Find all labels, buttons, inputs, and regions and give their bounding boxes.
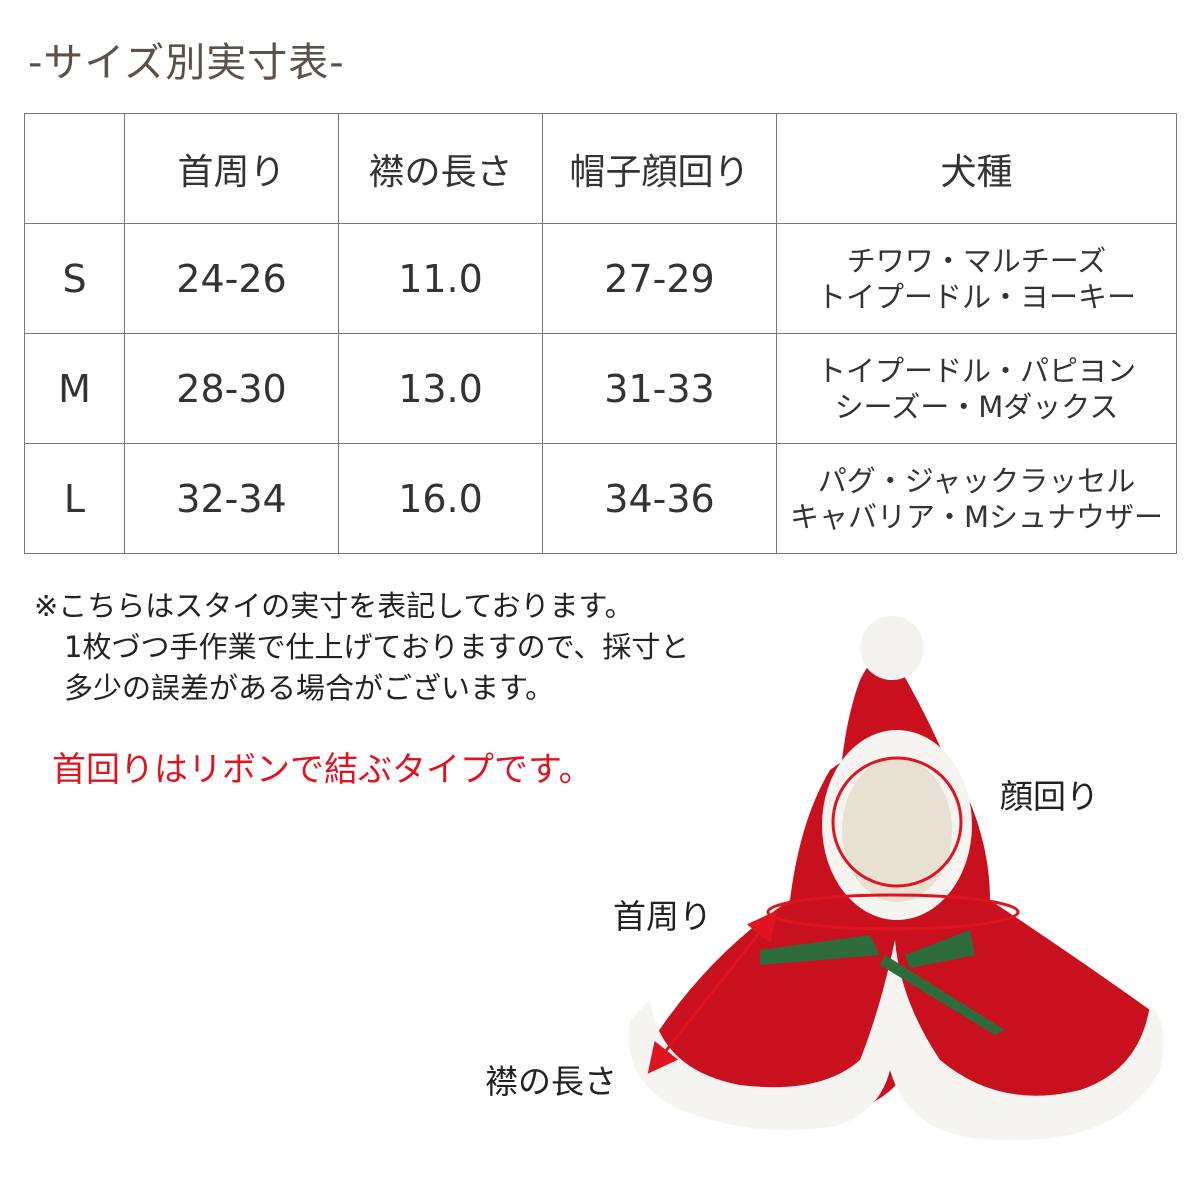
collar-label: 襟の長さ [485,1062,617,1101]
header-cell: 首周り [124,113,339,224]
breed-line: チワワ・マルチーズ [846,243,1107,278]
breed-line: パグ・ジャックラッセル [817,463,1136,498]
note-line: ※こちらはスタイの実寸を表記しております。 [34,589,634,623]
header-cell [24,113,125,224]
size-cell: L [24,443,125,554]
neck-label: 首周り [613,897,712,936]
face-cell: 34-36 [542,443,777,554]
breed-cell: トイプードル・パピヨン シーズー・Mダックス [776,333,1177,444]
neck-cell: 32-34 [124,443,339,554]
face-measure-circle [831,756,963,888]
collar-cell: 13.0 [338,333,543,444]
table-row: S 24-26 11.0 27-29 チワワ・マルチーズ トイプードル・ヨーキー [24,223,1177,334]
pompom [860,616,924,680]
breed-line: トイプードル・パピヨン [816,353,1136,388]
measurement-lines [647,756,1020,1074]
breed-cell: チワワ・マルチーズ トイプードル・ヨーキー [776,223,1177,334]
header-cell: 襟の長さ [338,113,543,224]
table-row: L 32-34 16.0 34-36 パグ・ジャックラッセル キャバリア・Mシュナ… [24,443,1177,554]
note-line: 1枚づつ手作業で仕上げておりますので、採寸と [64,630,690,664]
face-cell: 31-33 [542,333,777,444]
notes: ※こちらはスタイの実寸を表記しております。 1枚づつ手作業で仕上げておりますので… [34,586,689,709]
table-row: M 28-30 13.0 31-33 トイプードル・パピヨン シーズー・Mダックス [24,333,1177,444]
face-cell: 27-29 [542,223,777,334]
breed-line: キャバリア・Mシュナウザー [789,499,1164,534]
breed-cell: パグ・ジャックラッセル キャバリア・Mシュナウザー [776,443,1177,554]
collar-measure-arrow [647,910,778,1074]
breed-line: トイプードル・ヨーキー [816,279,1136,314]
size-table: 首周り 襟の長さ 帽子顔回り 犬種 S 24-26 11.0 27-29 チワワ… [24,113,1177,554]
breed-line: シーズー・Mダックス [834,389,1119,424]
ribbon-note: 首回りはリボンで結ぶタイプです。 [52,750,593,790]
collar-cell: 16.0 [338,443,543,554]
size-cell: S [24,223,125,334]
collar-cell: 11.0 [338,223,543,334]
face-label: 顔回り [1000,777,1099,816]
page-title: -サイズ別実寸表- [28,40,345,86]
cape-image [628,616,1164,1141]
note-line: 多少の誤差がある場合がございます。 [64,671,555,705]
